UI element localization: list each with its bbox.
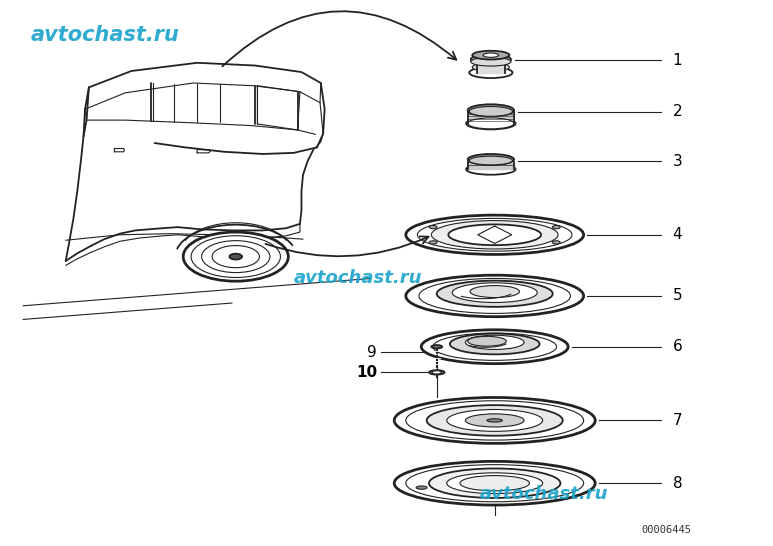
FancyArrowPatch shape xyxy=(265,236,428,256)
Ellipse shape xyxy=(483,53,499,57)
Ellipse shape xyxy=(406,215,584,254)
Ellipse shape xyxy=(429,468,560,498)
Ellipse shape xyxy=(468,118,514,129)
Ellipse shape xyxy=(460,476,530,491)
Text: 10: 10 xyxy=(356,365,377,380)
Ellipse shape xyxy=(468,104,514,116)
Ellipse shape xyxy=(487,419,502,422)
Ellipse shape xyxy=(416,486,427,489)
Ellipse shape xyxy=(447,410,543,431)
Text: avtochast.ru: avtochast.ru xyxy=(31,26,180,45)
Text: 4: 4 xyxy=(673,227,682,242)
Ellipse shape xyxy=(465,414,524,427)
Text: 00006445: 00006445 xyxy=(642,525,692,535)
Text: 2: 2 xyxy=(673,104,682,120)
Ellipse shape xyxy=(469,67,512,78)
Ellipse shape xyxy=(452,283,537,302)
Text: 3: 3 xyxy=(673,153,683,169)
Text: 1: 1 xyxy=(673,52,682,68)
Ellipse shape xyxy=(429,225,437,229)
Ellipse shape xyxy=(465,335,524,349)
Ellipse shape xyxy=(230,254,242,259)
Ellipse shape xyxy=(431,345,442,348)
Ellipse shape xyxy=(466,117,516,129)
Ellipse shape xyxy=(429,241,437,244)
Ellipse shape xyxy=(212,246,260,268)
Ellipse shape xyxy=(471,54,511,65)
Ellipse shape xyxy=(432,371,441,374)
Ellipse shape xyxy=(406,465,584,502)
Text: avtochast.ru: avtochast.ru xyxy=(479,485,608,503)
Ellipse shape xyxy=(468,336,506,346)
Ellipse shape xyxy=(191,236,281,277)
Ellipse shape xyxy=(447,473,543,494)
Ellipse shape xyxy=(553,225,560,229)
Ellipse shape xyxy=(437,281,553,307)
Ellipse shape xyxy=(433,333,557,360)
Ellipse shape xyxy=(421,330,568,364)
Ellipse shape xyxy=(431,221,558,249)
Text: avtochast.ru: avtochast.ru xyxy=(294,270,422,287)
Text: 8: 8 xyxy=(673,476,682,491)
Text: 5: 5 xyxy=(673,288,682,304)
Ellipse shape xyxy=(472,63,509,72)
Ellipse shape xyxy=(466,164,516,175)
Ellipse shape xyxy=(469,106,512,116)
Ellipse shape xyxy=(471,57,511,66)
Ellipse shape xyxy=(406,401,584,440)
Ellipse shape xyxy=(448,224,541,245)
Ellipse shape xyxy=(183,232,288,281)
FancyArrowPatch shape xyxy=(223,11,456,67)
Ellipse shape xyxy=(470,286,519,298)
Ellipse shape xyxy=(419,278,570,313)
Ellipse shape xyxy=(429,370,444,375)
Ellipse shape xyxy=(468,154,514,165)
Ellipse shape xyxy=(450,334,540,354)
Ellipse shape xyxy=(553,241,560,244)
Ellipse shape xyxy=(417,218,572,251)
Ellipse shape xyxy=(469,156,512,165)
Ellipse shape xyxy=(472,51,509,60)
Ellipse shape xyxy=(394,397,595,443)
Text: 6: 6 xyxy=(673,339,683,354)
Ellipse shape xyxy=(202,241,270,272)
Ellipse shape xyxy=(406,275,584,317)
Text: 9: 9 xyxy=(367,345,377,360)
Text: 7: 7 xyxy=(673,413,682,428)
Ellipse shape xyxy=(427,405,563,436)
Ellipse shape xyxy=(394,461,595,505)
